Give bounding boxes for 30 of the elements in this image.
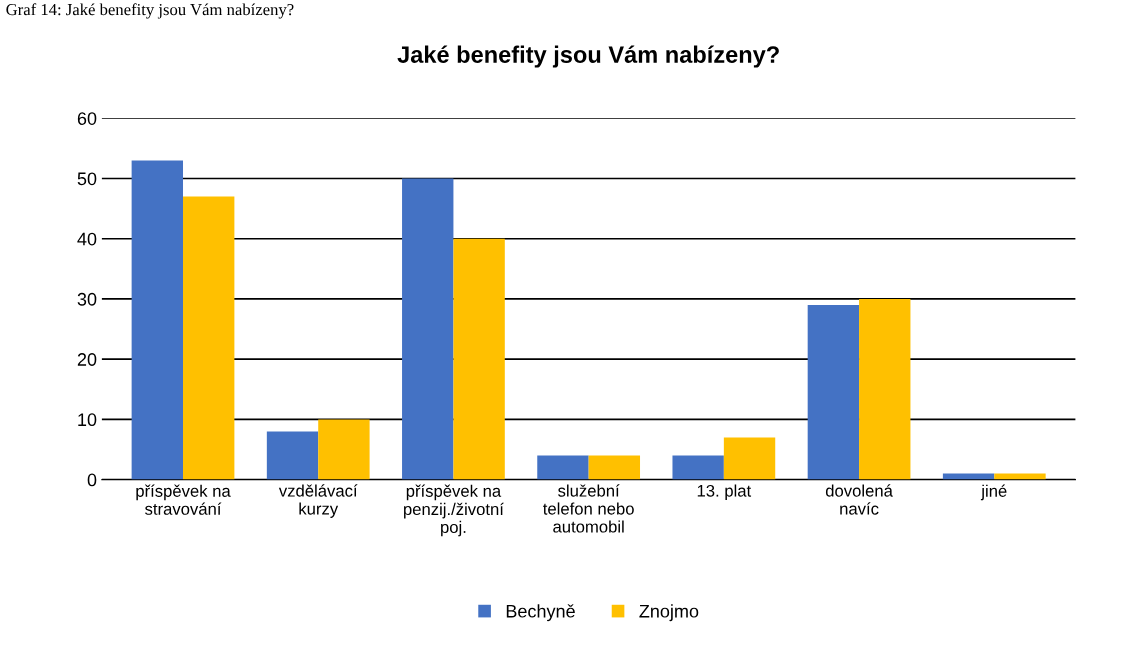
bar [266, 431, 319, 480]
y-tick-label: 50 [77, 172, 97, 186]
x-tick-label: služební telefon nebo automobil [543, 484, 634, 533]
x-tick-label: dovolená navíc [825, 484, 893, 515]
legend-label: Znojmo [639, 604, 699, 622]
legend-label: Bechyně [506, 604, 575, 622]
x-tick-label: jiné [980, 484, 1007, 501]
y-tick-label: 20 [77, 353, 97, 366]
bar [453, 238, 505, 480]
bar [672, 455, 724, 480]
y-tick-label: 40 [77, 232, 97, 246]
bar [402, 178, 454, 480]
bar [537, 455, 589, 480]
y-tick-label: 10 [78, 413, 97, 427]
x-tick-label: vzdělávací kurzy [278, 484, 358, 518]
bar [859, 298, 911, 480]
chart-title: Jaké benefity jsou Vám nabízeny? [397, 45, 779, 68]
y-tick-label: 0 [87, 473, 97, 487]
text: Graf 14: Jaké benefity jsou Vám nabízeny? [6, 3, 294, 19]
bar [807, 304, 860, 480]
bar [318, 419, 370, 480]
x-tick-label: příspěvek na stravování [136, 484, 231, 515]
bar [183, 196, 235, 480]
bar [588, 455, 641, 480]
x-tick-label: příspěvek na penzij./životní poj. [404, 484, 504, 537]
y-tick-label: 30 [77, 292, 97, 306]
bar [131, 160, 184, 480]
bar [723, 437, 776, 480]
x-tick-label: 13. plat [697, 484, 752, 501]
y-tick-label: 60 [77, 112, 97, 125]
